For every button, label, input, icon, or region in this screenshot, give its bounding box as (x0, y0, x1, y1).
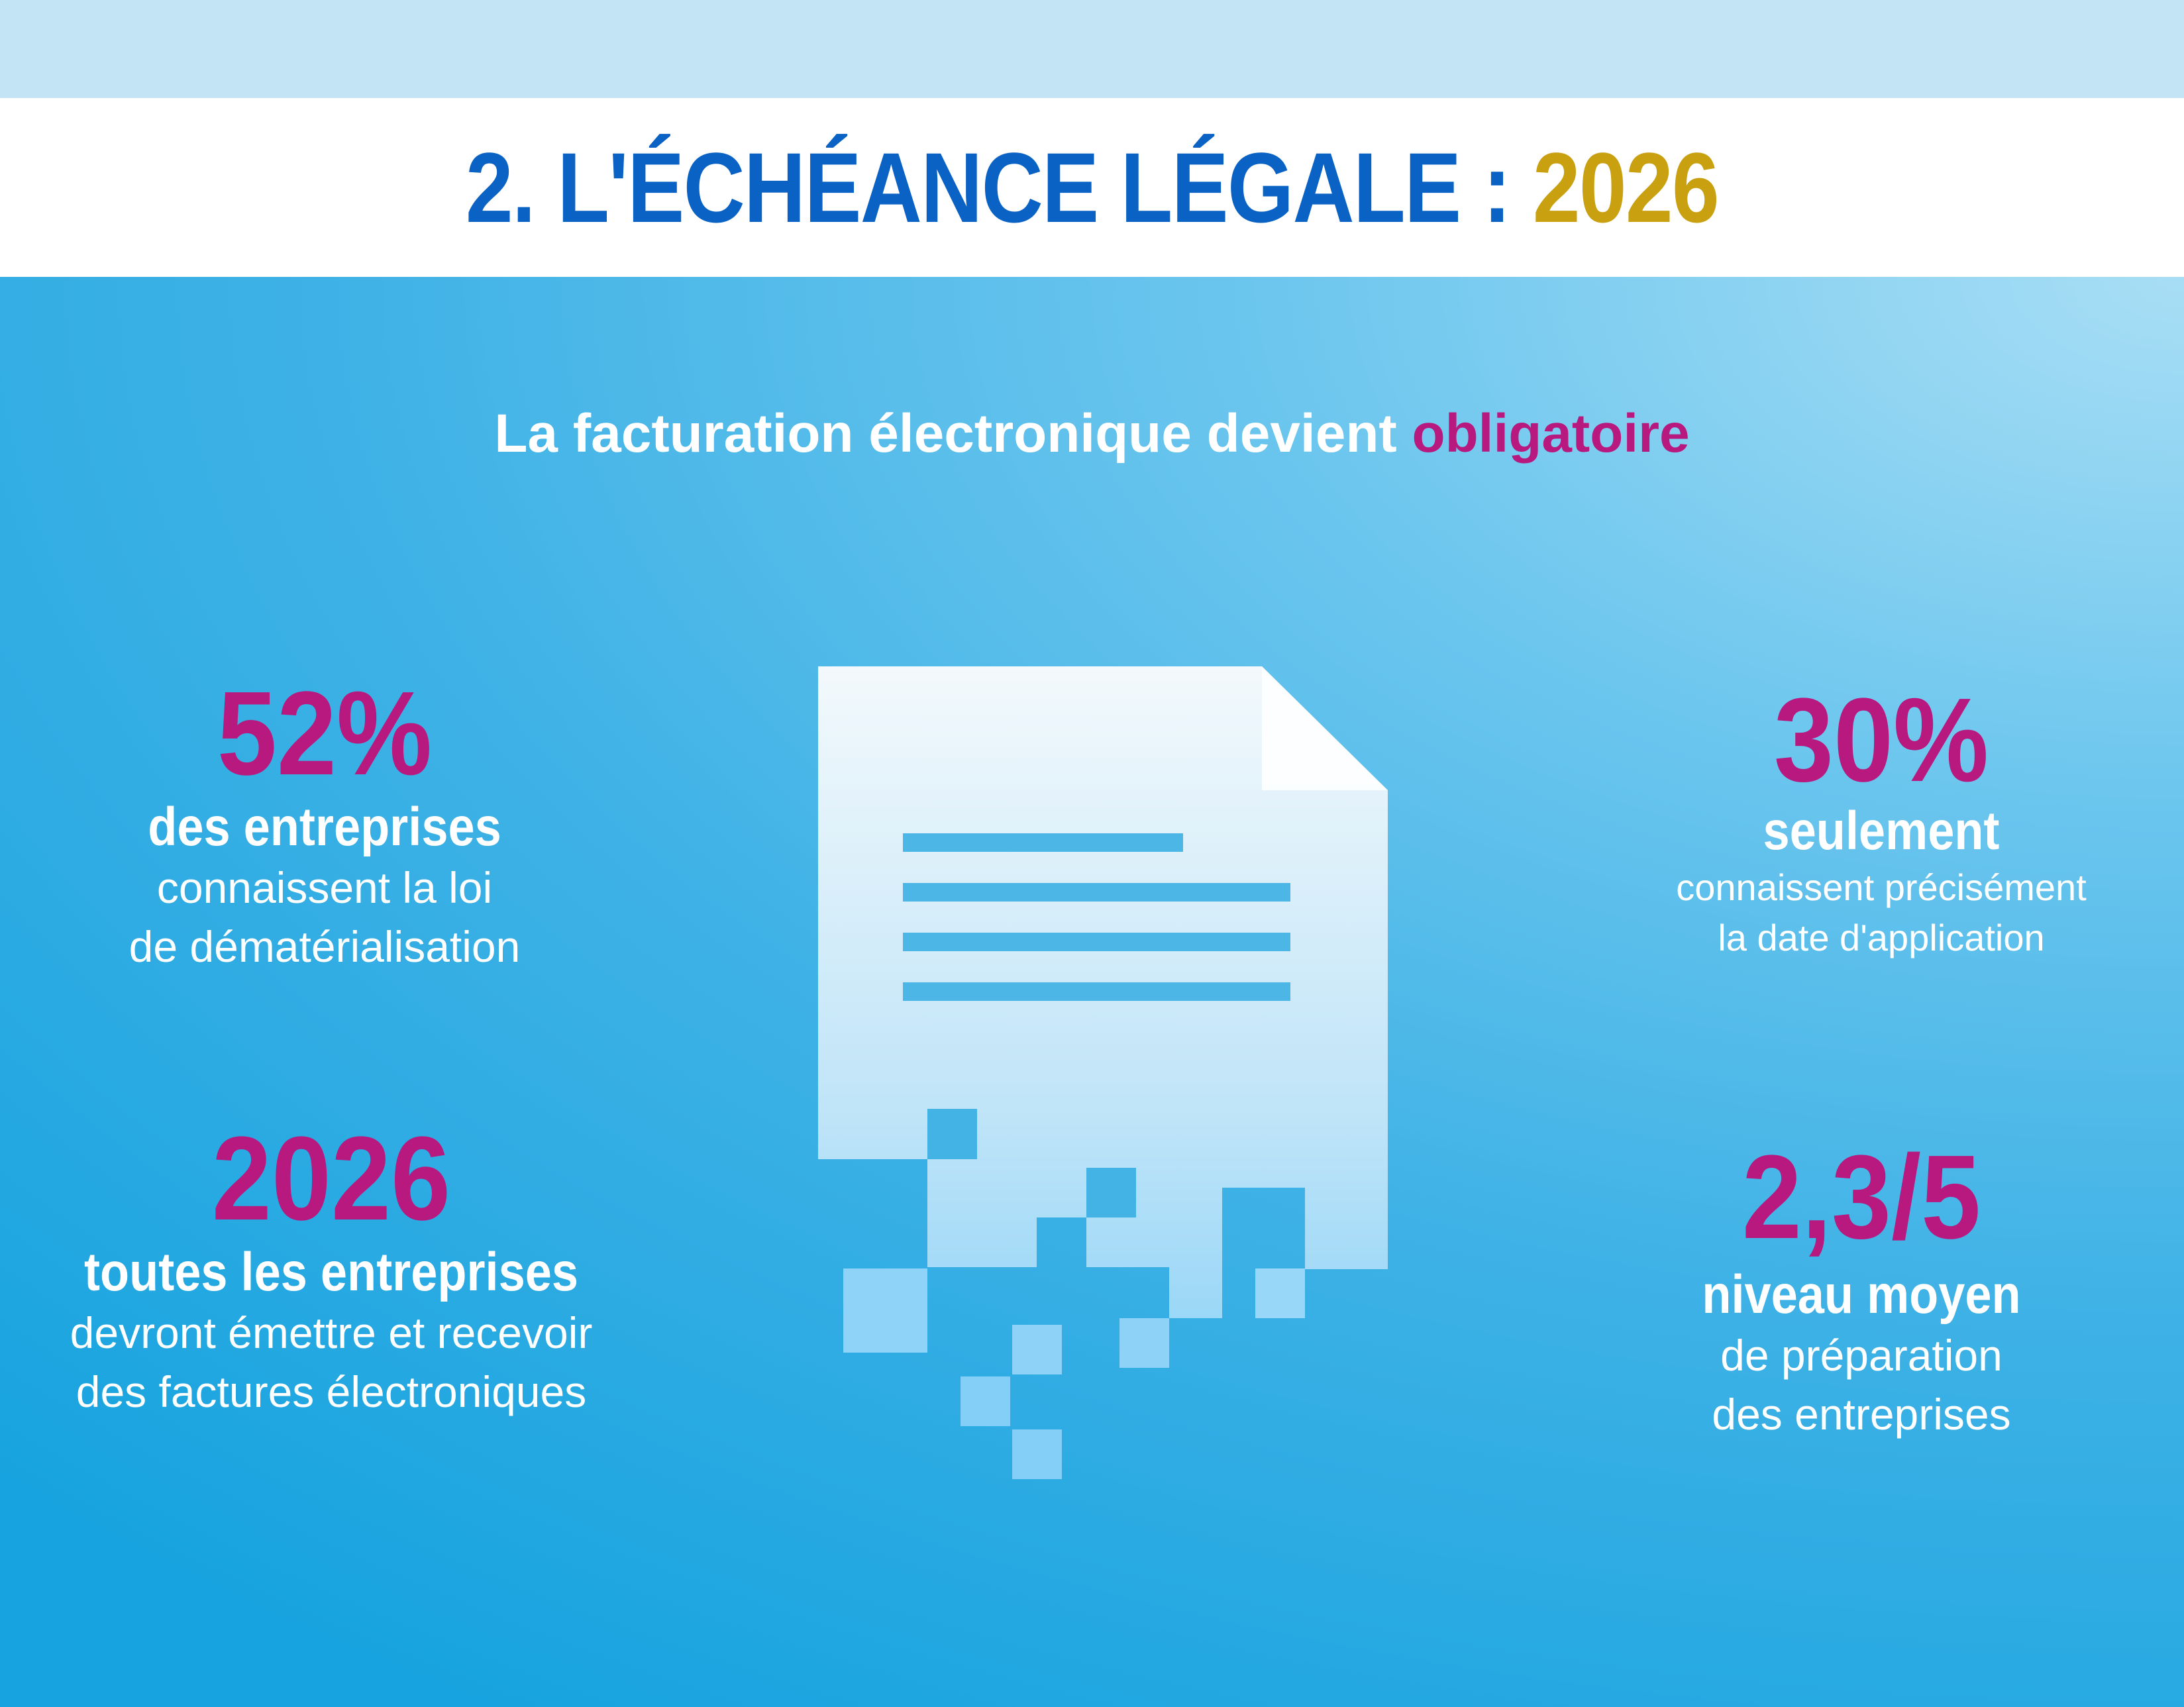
stat-line: connaissent la loi (156, 863, 493, 913)
stat-line: de préparation (1720, 1331, 2002, 1380)
stat-line: la date d'application (1718, 916, 2045, 958)
pixel (843, 1268, 927, 1353)
title-year: 2026 (1532, 131, 1720, 243)
pixel (1255, 1268, 1305, 1318)
document-line (903, 982, 1290, 1001)
subtitle: La facturation électronique devient obli… (0, 403, 2184, 465)
pixel (1012, 1325, 1062, 1374)
stat-line: devront émettre et recevoir (70, 1308, 593, 1358)
main-panel: La facturation électronique devient obli… (0, 277, 2184, 1707)
stat-bold-label: seulement (1763, 801, 2000, 861)
stat-preparation: 2,3/5 niveau moyen de préparation des en… (1636, 1138, 2087, 1444)
stat-line: connaissent précisément (1676, 866, 2087, 909)
page-title: 2. L'ÉCHÉANCE LÉGALE : 2026 (465, 130, 1720, 245)
document-pixelated-icon (818, 666, 1388, 1479)
stat-line: des factures électroniques (76, 1367, 587, 1417)
top-band (0, 0, 2184, 98)
stat-known-date: 30% seulement connaissent précisément la… (1636, 681, 2126, 962)
stat-bold-label: niveau moyen (1702, 1265, 2021, 1325)
document-line (903, 883, 1290, 902)
pixel-cutout (927, 1109, 977, 1159)
subtitle-text: La facturation électronique devient (494, 403, 1412, 464)
stat-line: des entreprises (1712, 1390, 2011, 1439)
document-line (903, 833, 1183, 852)
stat-value: 52% (217, 667, 433, 800)
document-line (903, 933, 1290, 951)
title-bar: 2. L'ÉCHÉANCE LÉGALE : 2026 (0, 98, 2184, 277)
stat-bold-label: des entreprises (148, 797, 501, 857)
pixel (1119, 1318, 1169, 1368)
stat-value: 30% (1773, 674, 1989, 807)
stat-value: 2,3/5 (1742, 1131, 1981, 1264)
stat-line: de dématérialisation (129, 922, 521, 972)
stat-bold-label: toutes les entreprises (84, 1242, 578, 1302)
title-prefix: 2. L'ÉCHÉANCE LÉGALE : (465, 131, 1533, 243)
document-fold (1262, 666, 1388, 790)
stat-deadline: 2026 toutes les entreprises devront émet… (26, 1119, 636, 1422)
stat-value: 2026 (211, 1112, 451, 1245)
subtitle-accent: obligatoire (1412, 403, 1690, 464)
pixel (1012, 1429, 1062, 1479)
pixel (961, 1376, 1010, 1426)
pixel-cutout (1086, 1168, 1136, 1217)
stat-known-law: 52% des entreprises connaissent la loi d… (93, 674, 556, 976)
